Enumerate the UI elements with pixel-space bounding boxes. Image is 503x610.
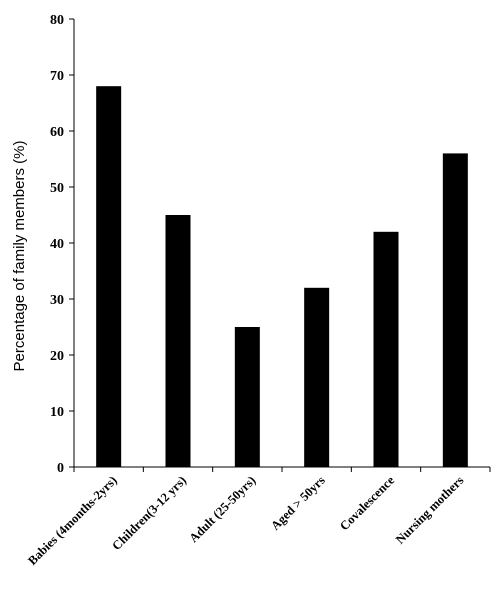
y-tick-label: 10: [50, 405, 64, 420]
y-axis: [69, 18, 75, 468]
y-axis-title: Percentage of family members (%): [11, 141, 28, 372]
category-labels: Babies (4months-2yrs)Children(3-12 yrs)A…: [25, 473, 466, 568]
category-label: Aged > 50yrs: [268, 473, 328, 533]
bar: [96, 86, 122, 467]
y-tick-label: 60: [50, 125, 64, 140]
bars: [96, 86, 468, 467]
y-tick-labels: 0 10 20 30 40 50 60 70 80: [50, 13, 64, 476]
bar: [304, 287, 330, 467]
y-tick-label: 20: [50, 349, 64, 364]
category-label: Adult (25-50yrs): [186, 473, 258, 545]
bar: [442, 153, 468, 467]
y-tick-label: 40: [50, 237, 64, 252]
y-tick-label: 50: [50, 181, 64, 196]
category-label: Babies (4months-2yrs): [25, 473, 120, 568]
y-tick-label: 30: [50, 293, 64, 308]
category-label: Nursing mothers: [393, 473, 467, 547]
y-tick-label: 70: [50, 69, 64, 84]
bar: [165, 215, 191, 467]
bar: [373, 231, 399, 467]
bar: [234, 327, 260, 467]
y-tick-label: 0: [57, 461, 64, 476]
category-label: Children(3-12 yrs): [109, 473, 189, 553]
y-tick-label: 80: [50, 13, 64, 28]
category-label: Covalescence: [337, 473, 397, 533]
x-axis: [73, 466, 491, 472]
